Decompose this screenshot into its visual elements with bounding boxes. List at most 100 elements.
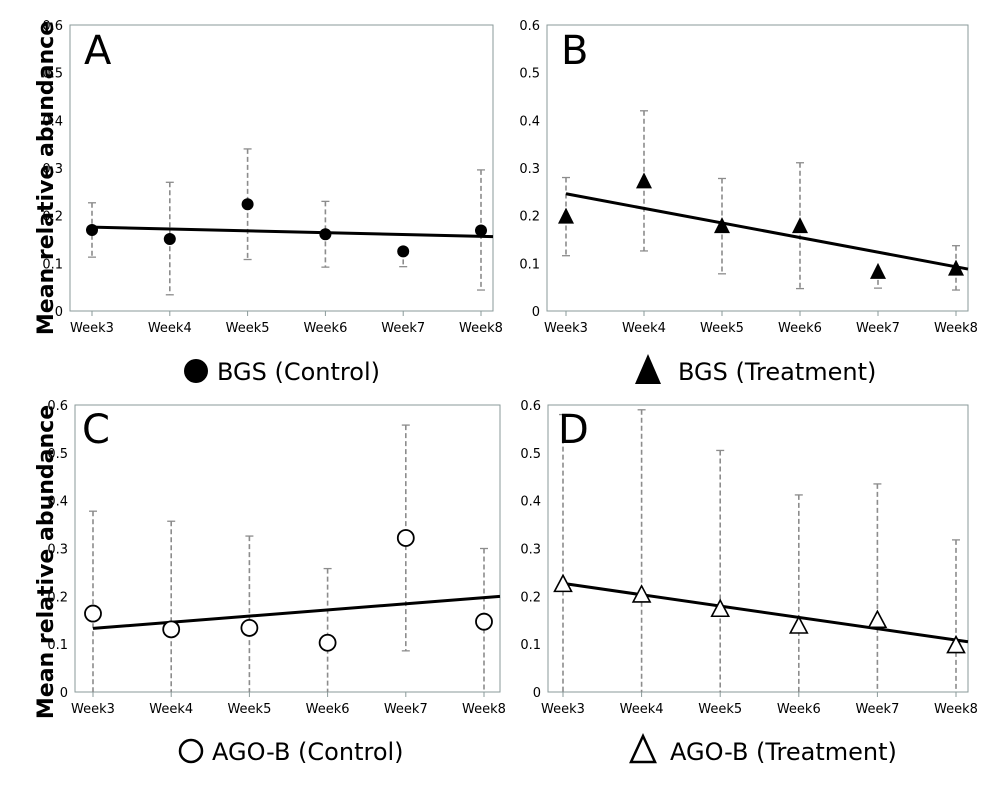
panel-a-y-tick-label: 0.5 [42,67,63,82]
panel-a-x-tick-label: Week6 [303,321,347,336]
panel-a-data-point [86,223,98,236]
panel-b-frame [546,24,969,312]
panel-a-x-ticks: Week3 Week4 Week5 Week6 Week7 Week8 [70,311,503,336]
panel-d-y-tick-label: 0 [533,686,541,701]
panel-c-y-tick-label: 0.2 [47,590,68,605]
panel-c-x-tick-label: Week5 [227,702,271,717]
panel-c-y-tick-label: 0.3 [47,543,68,558]
panel-c-data-point [162,620,181,639]
panel-c-data-point [475,612,493,631]
panel-a-data-point [163,233,176,246]
panel-c-frame [74,404,501,693]
panel-d-y-tick-label: 0.6 [520,399,541,414]
panel-d-y-tick-label: 0.2 [520,590,541,605]
panel-b-x-tick-label: Week4 [622,321,666,336]
panel-c-y-tick-label: 0.6 [47,399,68,414]
panel-b-data-point [636,172,652,189]
panel-d-x-tick-label: Week8 [934,702,978,717]
panel-b-y-tick-label: 0.5 [519,67,540,82]
panel-c-letter: C [82,407,110,453]
panel-d-x-tick-label: Week7 [855,702,899,717]
panel-b-x-tick-label: Week5 [700,321,744,336]
panel-b-data-point [558,207,574,224]
panel-c-y-tick-label: 0.4 [47,495,68,510]
panel-d-data-point [553,573,573,593]
panel-c-x-tick-label: Week7 [384,702,428,717]
panel-a-legend: BGS (Control) [184,358,380,386]
panel-d-x-ticks: Week3 Week4 Week5 Week6 Week7 Week8 [541,692,978,717]
panel-b-x-tick-label: Week3 [544,321,588,336]
panel-a-y-tick-label: 0.2 [42,210,63,225]
panel-d-x-tick-label: Week4 [620,702,664,717]
panel-a-legend-label: BGS (Control) [217,358,380,386]
panel-a-data-point [241,198,254,211]
panel-d-data-point [710,598,731,618]
open-triangle-icon [629,733,657,764]
panel-c-x-tick-label: Week8 [462,702,506,717]
panel-b-y-tick-label: 0.2 [519,210,540,225]
panel-a-y-tick-label: 0.6 [42,19,63,34]
panel-b-data-point [714,217,730,234]
panel-a-data-point [397,245,410,258]
panel-a-x-tick-label: Week3 [70,321,114,336]
panel-c-x-tick-label: Week3 [71,702,115,717]
panel-a-x-tick-label: Week5 [226,321,270,336]
panel-d-y-tick-label: 0.4 [520,495,541,510]
panel-a-y-tick-label: 0.1 [42,257,63,272]
panel-b-x-tick-label: Week6 [778,321,822,336]
panel-d-letter: D [558,407,589,453]
panel-b: 0 0.1 0.2 0.3 0.4 0.5 0.6 Week3 Week4 Week5 Week6… [519,19,978,386]
panel-a-y-tick-label: 0 [55,305,63,320]
panel-d-data-point [788,615,809,634]
panel-c-data-point [84,604,102,623]
panel-a-data-marks [86,148,494,296]
panel-b-data-marks [558,110,969,291]
panel-a-data-point [475,224,487,237]
panel-c-y-ticks: 0 0.1 0.2 0.3 0.4 0.5 0.6 [47,399,68,701]
panel-b-legend: BGS (Treatment) [635,354,876,386]
panel-a-x-tick-label: Week8 [459,321,503,336]
panel-c-y-tick-label: 0.1 [47,638,68,653]
panel-b-x-tick-label: Week8 [934,321,978,336]
panel-b-letter: B [561,28,588,74]
panel-b-y-tick-label: 0.1 [519,257,540,272]
panel-d-data-point [867,609,888,629]
panel-c-y-tick-label: 0.5 [47,447,68,462]
panel-a-x-tick-label: Week4 [148,321,192,336]
panel-c-x-tick-label: Week6 [306,702,350,717]
panel-b-data-point [792,217,808,234]
panel-a-trend-line [91,225,494,239]
y-axis-label-top: Mean relative abundance [34,21,59,335]
y-axis-label-bottom: Mean relative abundance [34,405,59,719]
panel-b-data-point [870,262,886,279]
panel-c-trend-line [92,594,501,630]
panel-a-y-tick-label: 0.4 [42,114,63,129]
filled-circle-icon [184,359,208,383]
panel-d-data-point [631,584,652,603]
panel-a-data-point [319,228,332,241]
panel-c: 0 0.1 0.2 0.3 0.4 0.5 0.6 Week3 Week4 Week5 Week6… [47,399,506,766]
panel-d-y-tick-label: 0.5 [520,447,541,462]
panel-d-y-ticks: 0 0.1 0.2 0.3 0.4 0.5 0.6 [520,399,541,701]
panel-c-data-point [240,619,259,637]
panel-c-legend-label: AGO-B (Control) [212,738,404,766]
panel-b-trend-line [565,192,969,271]
panel-c-x-tick-label: Week4 [149,702,193,717]
panel-c-data-point [318,633,337,652]
panel-d-y-tick-label: 0.1 [520,638,541,653]
panel-c-y-tick-label: 0 [60,686,68,701]
panel-a: 0 0.1 0.2 0.3 0.4 0.5 0.6 Week3 Week4 Week5 Week6… [42,19,503,386]
panel-b-x-ticks: Week3 Week4 Week5 Week6 Week7 Week8 [544,311,978,336]
panel-c-data-marks [84,424,501,692]
open-circle-icon [178,738,204,764]
filled-triangle-icon [635,354,661,384]
panel-d-legend-label: AGO-B (Treatment) [670,738,897,766]
panel-d-data-point [946,634,966,654]
panel-d-y-tick-label: 0.3 [520,543,541,558]
panel-a-y-ticks: 0 0.1 0.2 0.3 0.4 0.5 0.6 [42,19,63,320]
panel-b-y-tick-label: 0 [532,305,540,320]
panel-d-legend: AGO-B (Treatment) [629,733,897,766]
panel-d: 0 0.1 0.2 0.3 0.4 0.5 0.6 Week3 Week4 Week5 Week6… [520,399,978,766]
panel-a-letter: A [84,28,112,74]
